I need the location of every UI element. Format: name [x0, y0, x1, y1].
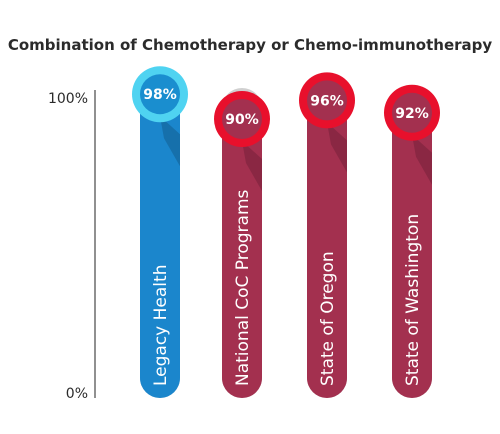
category-label: State of Washington [403, 214, 423, 386]
bar [392, 112, 432, 399]
value-bubble [140, 74, 180, 115]
value-label: 96% [310, 93, 344, 109]
value-bubble [307, 80, 347, 121]
category-label: State of Oregon [318, 251, 338, 386]
bar [222, 119, 262, 398]
value-bubble [392, 92, 432, 133]
bar-shadow [242, 141, 262, 191]
value-bubble [222, 99, 262, 139]
bar-shadow [327, 122, 347, 173]
value-label: 92% [395, 106, 429, 122]
bar [307, 100, 347, 399]
y-tick-label-min: 0% [66, 386, 88, 402]
value-label: 98% [143, 87, 177, 103]
bar-shadow [412, 134, 432, 185]
category-label: National CoC Programs [233, 189, 253, 386]
value-label: 90% [225, 112, 259, 128]
bar-shadow [160, 116, 180, 167]
category-label: Legacy Health [151, 265, 171, 386]
chart-title: Combination of Chemotherapy or Chemo-imm… [8, 36, 493, 54]
bars-group: 98% Legacy Health 90% National CoC Programs… [132, 66, 440, 399]
y-tick-label-max: 100% [48, 91, 88, 107]
bar [140, 94, 180, 398]
